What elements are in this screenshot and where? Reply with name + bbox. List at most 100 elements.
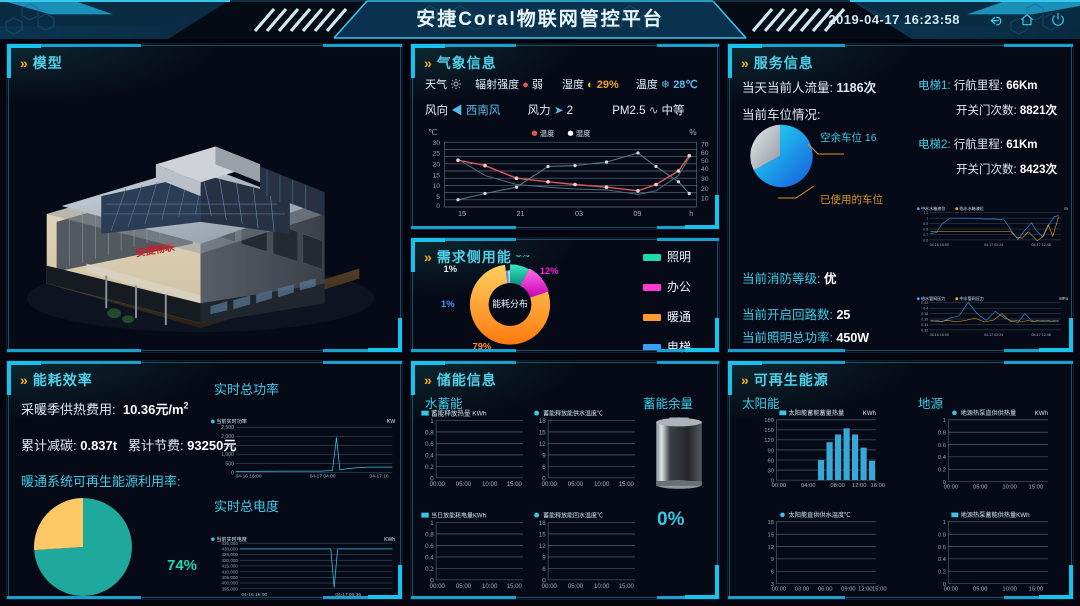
svg-text:1: 1 <box>943 520 946 526</box>
svg-text:15:00: 15:00 <box>619 481 635 488</box>
svg-text:15: 15 <box>768 533 774 539</box>
svg-text:12:00: 12:00 <box>852 483 866 489</box>
svg-text:04-16 16:00: 04-16 16:00 <box>236 473 262 479</box>
svg-text:0.8: 0.8 <box>425 429 434 436</box>
svg-text:04-16 16:00: 04-16 16:00 <box>930 243 949 247</box>
svg-text:9: 9 <box>771 557 774 563</box>
svg-text:0.2: 0.2 <box>938 468 946 474</box>
svg-text:30: 30 <box>768 468 774 474</box>
svg-text:10:00: 10:00 <box>594 583 610 590</box>
svg-text:中水水箱液位: 中水水箱液位 <box>921 205 945 211</box>
svg-text:0.6: 0.6 <box>425 441 434 448</box>
svg-text:00:00: 00:00 <box>430 583 446 590</box>
svg-text:0.34: 0.34 <box>921 323 928 327</box>
svg-text:℃: ℃ <box>428 128 437 137</box>
svg-text:400,000: 400,000 <box>221 581 238 586</box>
svg-text:00:00: 00:00 <box>542 481 558 488</box>
svg-text:08:00: 08:00 <box>830 483 844 489</box>
svg-text:蓄能释放能回水温度℃: 蓄能释放能回水温度℃ <box>543 512 603 520</box>
svg-text:KWh: KWh <box>1035 410 1049 417</box>
svg-text:18: 18 <box>539 520 546 527</box>
svg-text:0.8: 0.8 <box>425 531 434 538</box>
svg-text:0.32: 0.32 <box>921 328 928 332</box>
svg-text:0.2: 0.2 <box>425 566 434 573</box>
svg-text:10: 10 <box>432 183 440 190</box>
svg-text:120: 120 <box>764 438 774 444</box>
svg-text:0.6: 0.6 <box>425 543 434 550</box>
svg-text:0.4: 0.4 <box>938 455 947 461</box>
svg-text:05:00: 05:00 <box>568 481 584 488</box>
svg-text:04-17 02:24: 04-17 02:24 <box>984 243 1003 247</box>
svg-text:60: 60 <box>701 150 709 157</box>
svg-text:1: 1 <box>926 217 928 221</box>
svg-text:00:00: 00:00 <box>944 485 958 491</box>
svg-text:30: 30 <box>701 176 709 183</box>
svg-text:15:00: 15:00 <box>619 583 635 590</box>
svg-text:04-17 12:48: 04-17 12:48 <box>1032 243 1051 247</box>
svg-text:03:00: 03:00 <box>795 587 809 593</box>
svg-text:04-16 16:00: 04-16 16:00 <box>930 333 949 337</box>
svg-text:435,000: 435,000 <box>221 541 238 546</box>
svg-text:15:00: 15:00 <box>872 587 886 593</box>
svg-text:0.7: 0.7 <box>923 233 928 237</box>
svg-text:10:00: 10:00 <box>1002 485 1016 491</box>
svg-text:0.8: 0.8 <box>923 227 928 231</box>
svg-text:湿度: 湿度 <box>576 129 590 138</box>
svg-text:m: m <box>1064 206 1068 211</box>
svg-text:0.6: 0.6 <box>938 545 946 551</box>
svg-text:10:00: 10:00 <box>1002 587 1016 593</box>
svg-text:415,000: 415,000 <box>221 564 238 569</box>
svg-text:12%: 12% <box>540 266 559 276</box>
svg-text:50: 50 <box>701 158 709 165</box>
svg-text:KWh: KWh <box>863 410 877 417</box>
svg-text:5: 5 <box>436 194 440 201</box>
svg-text:1: 1 <box>943 418 946 424</box>
svg-text:15:00: 15:00 <box>507 583 523 590</box>
svg-text:6: 6 <box>771 570 774 576</box>
svg-text:0: 0 <box>436 203 440 210</box>
svg-text:%: % <box>689 128 696 137</box>
svg-text:425,000: 425,000 <box>221 552 238 557</box>
svg-text:温度: 温度 <box>540 129 554 138</box>
svg-text:16:00: 16:00 <box>871 483 885 489</box>
svg-text:0.6: 0.6 <box>923 238 928 242</box>
svg-text:临水水箱液位: 临水水箱液位 <box>959 205 983 211</box>
svg-text:10:00: 10:00 <box>594 481 610 488</box>
svg-text:395,000: 395,000 <box>221 586 238 591</box>
svg-text:地源热泵直供供热量: 地源热泵直供供热量 <box>961 409 1017 417</box>
svg-text:05:00: 05:00 <box>568 583 584 590</box>
svg-text:9: 9 <box>542 452 546 459</box>
svg-text:0.2: 0.2 <box>425 464 434 471</box>
svg-text:0.6: 0.6 <box>938 443 946 449</box>
svg-text:10:00: 10:00 <box>482 481 498 488</box>
svg-text:2,000: 2,000 <box>221 434 234 440</box>
svg-text:10:00: 10:00 <box>482 583 498 590</box>
svg-text:05:00: 05:00 <box>456 583 472 590</box>
svg-text:18: 18 <box>539 418 546 425</box>
svg-text:0.2: 0.2 <box>938 570 946 576</box>
svg-text:0.36: 0.36 <box>921 317 928 321</box>
svg-text:1: 1 <box>430 418 434 425</box>
svg-text:60: 60 <box>768 458 774 464</box>
svg-text:15: 15 <box>458 209 466 218</box>
svg-text:04-17 16: 04-17 16 <box>370 473 389 479</box>
svg-text:6: 6 <box>542 464 546 471</box>
svg-text:蓄能释放能供水温度℃: 蓄能释放能供水温度℃ <box>543 410 603 418</box>
svg-text:20: 20 <box>432 162 440 169</box>
svg-text:当日放能耗电量KWh: 当日放能耗电量KWh <box>431 512 486 520</box>
svg-text:420,000: 420,000 <box>221 558 238 563</box>
svg-text:0.9: 0.9 <box>923 222 928 226</box>
svg-text:9: 9 <box>542 554 546 561</box>
svg-text:0.8: 0.8 <box>938 533 946 539</box>
svg-text:15:00: 15:00 <box>507 481 523 488</box>
svg-text:150: 150 <box>764 428 774 434</box>
svg-text:2,500: 2,500 <box>221 425 234 431</box>
svg-text:05:00: 05:00 <box>973 587 987 593</box>
svg-text:410,000: 410,000 <box>221 569 238 574</box>
svg-text:00:00: 00:00 <box>542 583 558 590</box>
svg-text:当前实时功率: 当前实时功率 <box>216 418 247 425</box>
svg-text:地源热泵蓄能供热量KWh: 地源热泵蓄能供热量KWh <box>961 511 1030 519</box>
svg-text:0.4: 0.4 <box>425 452 434 459</box>
svg-text:405,000: 405,000 <box>221 575 238 580</box>
svg-text:0.4: 0.4 <box>923 307 928 311</box>
